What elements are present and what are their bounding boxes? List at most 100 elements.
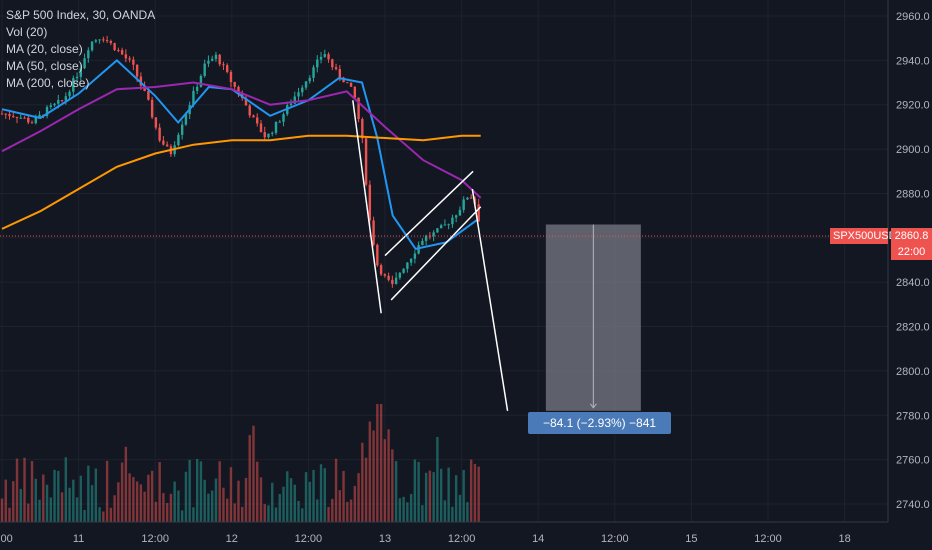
price-tick-label: 2820.0 xyxy=(896,322,930,334)
volume-bar xyxy=(23,457,26,522)
candle-body xyxy=(128,58,131,60)
candle-body xyxy=(391,279,394,285)
volume-bar xyxy=(226,498,229,522)
trend-drawings[interactable] xyxy=(352,100,641,411)
volume-bar xyxy=(218,461,221,522)
volume-bar xyxy=(203,479,206,522)
volume-bar xyxy=(312,469,315,522)
legend-volume[interactable]: Vol (20) xyxy=(6,25,48,39)
ma20-line xyxy=(1,59,478,251)
time-tick-label: 14 xyxy=(532,533,544,545)
candle-body xyxy=(154,117,158,128)
candle-body xyxy=(0,113,4,115)
candle-body xyxy=(68,91,71,97)
price-tick-label: 2900.0 xyxy=(896,144,930,156)
candle-body xyxy=(124,54,128,59)
time-tick-label: 12:00 xyxy=(448,533,476,545)
volume-bar xyxy=(368,421,372,522)
volume-bar xyxy=(188,459,191,522)
volume-bar xyxy=(301,508,304,522)
legend-ma200[interactable]: MA (200, close) xyxy=(6,76,90,90)
candle-body xyxy=(8,114,11,117)
legend-ma20[interactable]: MA (20, close) xyxy=(6,42,83,56)
candle-body xyxy=(237,86,240,95)
candle-body xyxy=(38,114,41,118)
volume-bar xyxy=(293,484,296,522)
volume-bars xyxy=(0,404,480,522)
candle-body xyxy=(271,132,274,134)
candle-body xyxy=(372,220,375,245)
candle-body xyxy=(184,114,188,125)
volume-bar xyxy=(19,488,22,522)
volume-bar xyxy=(199,461,203,522)
candle-body xyxy=(233,82,236,87)
candle-body xyxy=(278,121,281,123)
candle-body xyxy=(376,244,379,266)
volume-bar xyxy=(353,485,357,522)
candle-body xyxy=(12,116,15,118)
candle-body xyxy=(120,50,124,55)
time-tick-label: 12:00 xyxy=(601,533,629,545)
volume-bar xyxy=(286,471,289,522)
candle-body xyxy=(421,240,424,246)
volume-bar xyxy=(154,501,158,522)
candle-body xyxy=(113,43,116,51)
volume-bar xyxy=(387,429,390,522)
volume-bar xyxy=(297,500,300,522)
volume-bar xyxy=(394,461,398,522)
price-tick-label: 2940.0 xyxy=(896,55,930,67)
candle-body xyxy=(207,60,210,64)
volume-bar xyxy=(0,498,4,522)
candle-body xyxy=(383,274,387,276)
price-axis[interactable] xyxy=(888,0,932,550)
volume-bar xyxy=(376,404,379,522)
candle-body xyxy=(477,204,480,222)
candle-body xyxy=(327,54,330,60)
volume-bar xyxy=(346,501,349,522)
volume-bar xyxy=(477,466,480,522)
time-tick-label: 11 xyxy=(73,533,84,545)
candle-body xyxy=(23,117,26,119)
candle-body xyxy=(334,67,338,70)
measure-label[interactable]: −84.1 (−2.93%) −841 xyxy=(528,412,671,434)
candle-body xyxy=(263,132,266,138)
volume-bar xyxy=(135,481,139,522)
volume-bar xyxy=(342,470,345,522)
volume-bar xyxy=(45,484,49,522)
price-axis-labels: 2960.02940.02920.02900.02880.02860.02840… xyxy=(896,11,930,511)
price-value: 2860.8 xyxy=(894,230,929,243)
volume-bar xyxy=(27,503,30,522)
candle-body xyxy=(49,105,52,107)
volume-bar xyxy=(128,473,131,522)
candle-body xyxy=(34,117,37,124)
volume-bar xyxy=(379,404,383,522)
candle-body xyxy=(349,82,353,87)
candle-body xyxy=(139,76,143,86)
volume-bar xyxy=(162,493,165,522)
volume-bar xyxy=(38,499,41,522)
candle-body xyxy=(165,144,169,147)
candle-body xyxy=(229,71,233,83)
candle-body xyxy=(158,127,161,141)
volume-bar xyxy=(49,497,52,522)
legend-ma50[interactable]: MA (50, close) xyxy=(6,59,83,73)
candle-body xyxy=(162,140,165,145)
price-tick-label: 2760.0 xyxy=(896,455,930,467)
candle-body xyxy=(361,119,364,139)
countdown-value: 22:00 xyxy=(897,246,926,259)
volume-bar xyxy=(124,446,128,522)
volume-bar xyxy=(83,509,86,522)
candle-body xyxy=(210,58,214,61)
volume-bar xyxy=(214,478,218,522)
volume-bar xyxy=(409,493,413,522)
volume-bar xyxy=(120,462,124,522)
volume-bar xyxy=(4,479,7,522)
candle-body xyxy=(4,113,7,115)
candle-body xyxy=(293,96,296,104)
time-tick-label: 12:00 xyxy=(295,533,323,545)
price-tick-label: 2840.0 xyxy=(896,277,930,289)
volume-bar xyxy=(105,460,109,522)
candle-body xyxy=(447,224,450,226)
candle-body xyxy=(117,50,120,52)
